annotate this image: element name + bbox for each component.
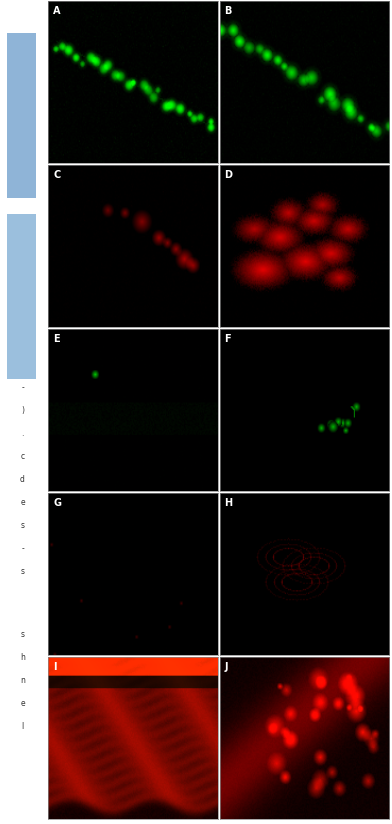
Text: s: s: [20, 630, 24, 639]
Text: s: s: [20, 568, 24, 576]
Text: G: G: [53, 498, 61, 508]
Text: A: A: [53, 6, 61, 16]
Text: F: F: [225, 334, 231, 344]
Text: s: s: [20, 522, 24, 530]
Text: c: c: [20, 452, 25, 461]
Text: e: e: [20, 499, 25, 507]
Text: e: e: [20, 700, 25, 708]
Text: -: -: [21, 383, 24, 391]
Text: D: D: [225, 170, 232, 180]
Text: l: l: [22, 723, 24, 731]
Text: -: -: [21, 545, 24, 553]
Bar: [7, 33, 36, 198]
Text: B: B: [225, 6, 232, 16]
Text: E: E: [53, 334, 60, 344]
Text: h: h: [20, 653, 25, 662]
Text: J: J: [225, 662, 228, 672]
Text: n: n: [20, 677, 25, 685]
Text: C: C: [53, 170, 60, 180]
Text: d: d: [20, 475, 25, 484]
Text: H: H: [225, 498, 233, 508]
Bar: [7, 214, 36, 379]
Text: I: I: [53, 662, 56, 672]
Text: ): ): [21, 406, 24, 414]
Text: .: .: [21, 429, 24, 438]
